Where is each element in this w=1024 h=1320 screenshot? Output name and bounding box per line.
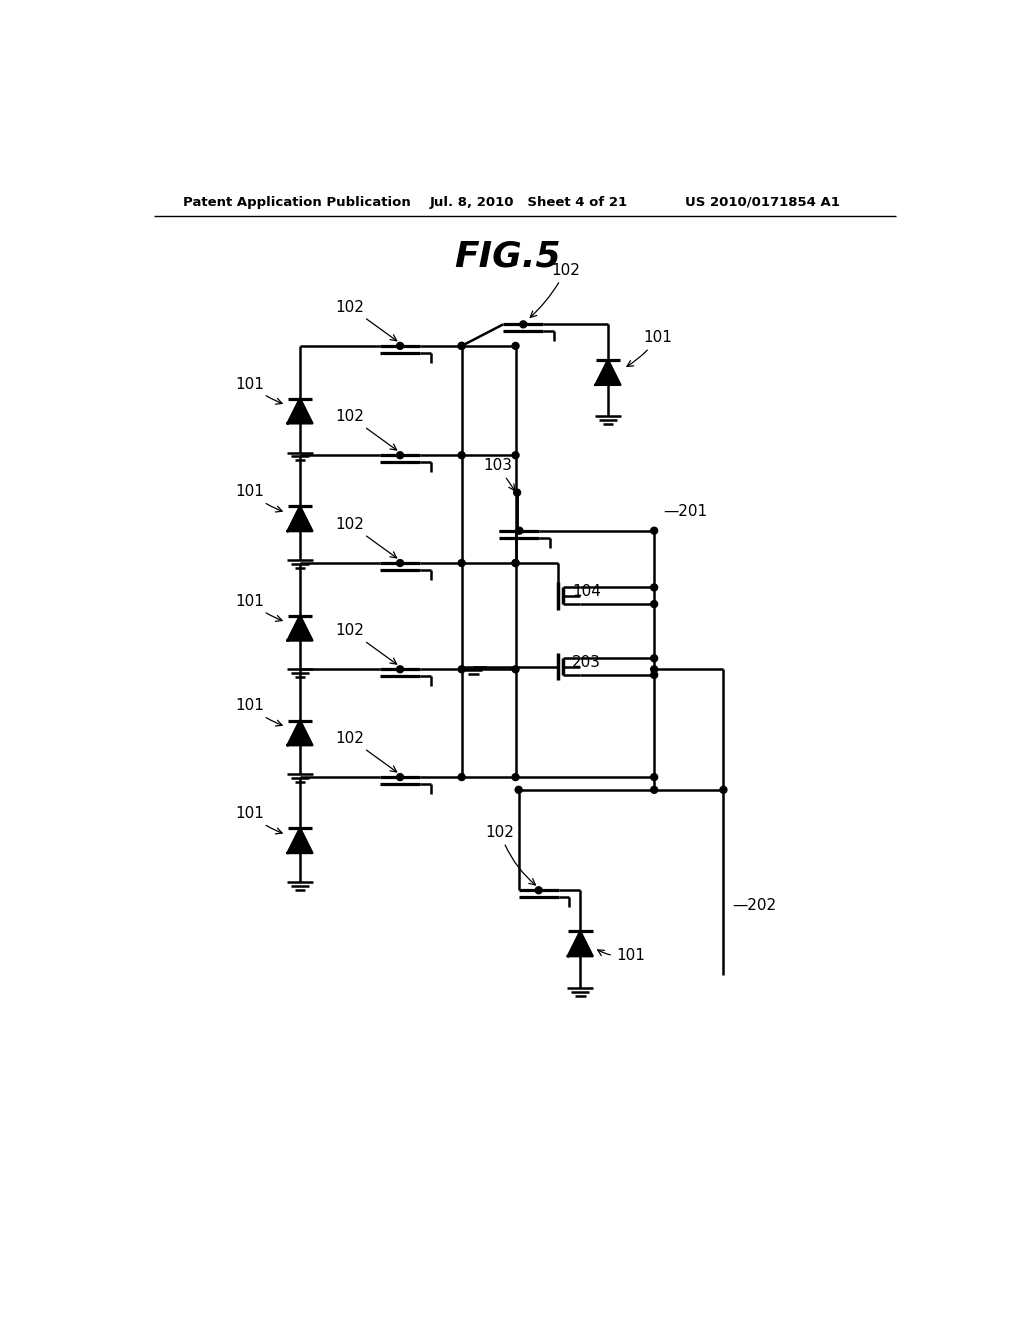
Text: 101: 101: [236, 807, 283, 834]
Circle shape: [514, 490, 520, 496]
Circle shape: [396, 451, 403, 459]
Text: US 2010/0171854 A1: US 2010/0171854 A1: [685, 195, 840, 209]
Text: 102: 102: [336, 731, 396, 772]
Circle shape: [650, 583, 657, 591]
Polygon shape: [596, 360, 621, 385]
Circle shape: [396, 774, 403, 780]
Polygon shape: [568, 932, 593, 956]
Circle shape: [536, 887, 542, 894]
Circle shape: [396, 560, 403, 566]
Circle shape: [458, 451, 465, 459]
Text: 102: 102: [336, 623, 396, 664]
Text: —201: —201: [664, 503, 708, 519]
Circle shape: [458, 342, 465, 350]
Circle shape: [512, 774, 519, 780]
Circle shape: [512, 342, 519, 350]
Circle shape: [516, 527, 523, 535]
Text: 102: 102: [336, 409, 396, 450]
Text: 102: 102: [336, 300, 396, 341]
Text: 102: 102: [530, 263, 580, 317]
Polygon shape: [288, 721, 312, 744]
Circle shape: [650, 655, 657, 661]
Polygon shape: [288, 615, 312, 640]
Circle shape: [512, 560, 519, 566]
Text: —202: —202: [733, 898, 777, 913]
Circle shape: [458, 665, 465, 673]
Circle shape: [512, 665, 519, 673]
Circle shape: [512, 451, 519, 459]
Text: Jul. 8, 2010   Sheet 4 of 21: Jul. 8, 2010 Sheet 4 of 21: [429, 195, 628, 209]
Circle shape: [650, 527, 657, 535]
Polygon shape: [288, 399, 312, 424]
Text: 102: 102: [485, 825, 536, 884]
Circle shape: [515, 787, 522, 793]
Text: 101: 101: [236, 484, 283, 512]
Text: 104: 104: [572, 585, 601, 599]
Circle shape: [396, 665, 403, 673]
Polygon shape: [288, 507, 312, 531]
Circle shape: [458, 342, 465, 350]
Text: 101: 101: [236, 376, 283, 404]
Text: 101: 101: [627, 330, 673, 367]
Text: 203: 203: [571, 655, 601, 671]
Text: 101: 101: [236, 698, 283, 726]
Circle shape: [396, 342, 403, 350]
Text: 103: 103: [483, 458, 515, 491]
Text: 101: 101: [598, 948, 645, 962]
Circle shape: [650, 672, 657, 678]
Circle shape: [720, 787, 727, 793]
Circle shape: [458, 560, 465, 566]
Text: FIG.5: FIG.5: [455, 240, 561, 275]
Circle shape: [650, 601, 657, 607]
Circle shape: [458, 774, 465, 780]
Polygon shape: [288, 829, 312, 853]
Text: Patent Application Publication: Patent Application Publication: [183, 195, 411, 209]
Circle shape: [520, 321, 526, 327]
Text: 101: 101: [236, 594, 283, 622]
Circle shape: [650, 787, 657, 793]
Circle shape: [650, 665, 657, 673]
Text: 102: 102: [336, 516, 396, 558]
Circle shape: [650, 774, 657, 780]
Circle shape: [512, 560, 519, 566]
